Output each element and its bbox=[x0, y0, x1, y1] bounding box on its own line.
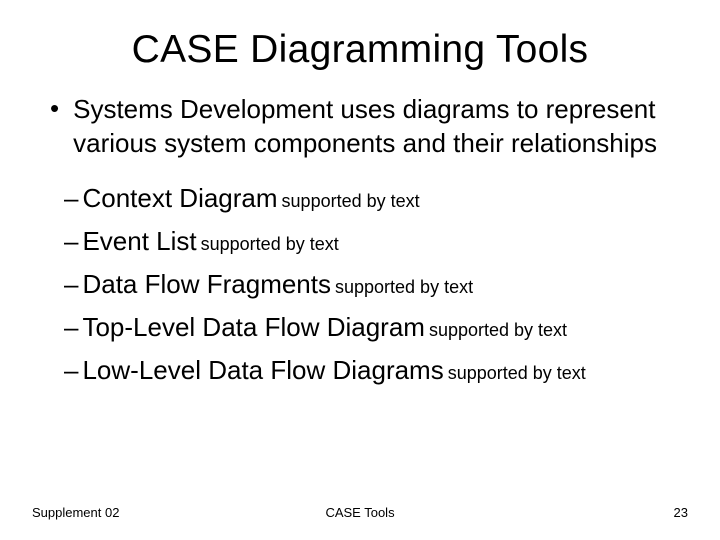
sub-item-suffix: supported by text bbox=[335, 267, 473, 307]
sub-list: – Context Diagram supported by text – Ev… bbox=[46, 178, 692, 393]
sub-item-main: Event List bbox=[82, 221, 196, 261]
footer-left: Supplement 02 bbox=[32, 505, 251, 520]
footer-center: CASE Tools bbox=[251, 505, 470, 520]
footer-page-number: 23 bbox=[469, 505, 688, 520]
dash-marker: – bbox=[64, 350, 78, 390]
sub-item-main: Context Diagram bbox=[82, 178, 277, 218]
sub-item: – Top-Level Data Flow Diagram supported … bbox=[64, 307, 692, 350]
sub-item-main: Low-Level Data Flow Diagrams bbox=[82, 350, 443, 390]
sub-item-main: Data Flow Fragments bbox=[82, 264, 331, 304]
slide-footer: Supplement 02 CASE Tools 23 bbox=[28, 505, 692, 522]
sub-item-suffix: supported by text bbox=[429, 310, 567, 350]
slide-container: CASE Diagramming Tools • Systems Develop… bbox=[0, 0, 720, 540]
dash-marker: – bbox=[64, 221, 78, 261]
dash-marker: – bbox=[64, 307, 78, 347]
sub-item-suffix: supported by text bbox=[282, 181, 420, 221]
dash-marker: – bbox=[64, 264, 78, 304]
slide-title: CASE Diagramming Tools bbox=[28, 28, 692, 72]
sub-item: – Event List supported by text bbox=[64, 221, 692, 264]
sub-item-main: Top-Level Data Flow Diagram bbox=[82, 307, 424, 347]
sub-item: – Context Diagram supported by text bbox=[64, 178, 692, 221]
bullet-marker: • bbox=[50, 92, 59, 124]
sub-item: – Data Flow Fragments supported by text bbox=[64, 264, 692, 307]
slide-content: • Systems Development uses diagrams to r… bbox=[28, 92, 692, 505]
dash-marker: – bbox=[64, 178, 78, 218]
bullet-text: Systems Development uses diagrams to rep… bbox=[73, 92, 692, 160]
sub-item: – Low-Level Data Flow Diagrams supported… bbox=[64, 350, 692, 393]
sub-item-suffix: supported by text bbox=[448, 353, 586, 393]
sub-item-suffix: supported by text bbox=[201, 224, 339, 264]
bullet-item: • Systems Development uses diagrams to r… bbox=[46, 92, 692, 160]
